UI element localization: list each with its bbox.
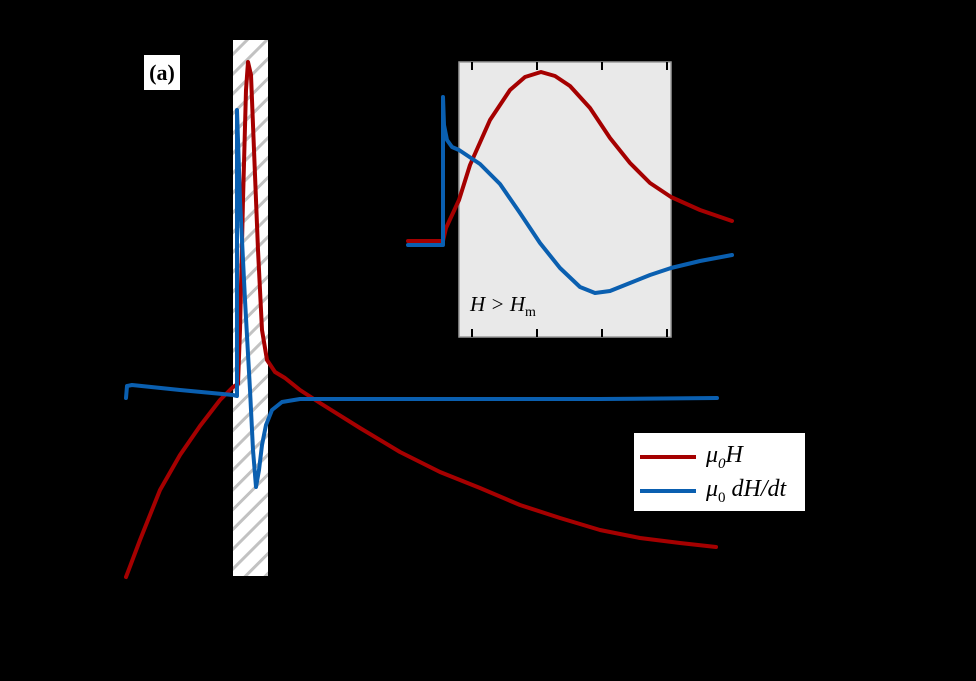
- legend-swatch-red: [640, 455, 696, 459]
- legend-item-h: μ0H: [634, 439, 805, 475]
- legend-item-dhdt: μ0 dH/dt: [634, 473, 805, 509]
- inset-series-mu0-dhdt: [406, 95, 734, 295]
- legend: μ0H μ0 dH/dt: [634, 433, 805, 511]
- series-mu0-dhdt: [124, 108, 719, 489]
- legend-swatch-blue: [640, 489, 696, 493]
- series-mu0-h: [124, 60, 718, 579]
- main-plot-series: [124, 60, 719, 579]
- inset-annotation: H > Hm: [470, 292, 536, 321]
- inset-series-mu0-h: [406, 70, 734, 243]
- inset-plot: [406, 61, 734, 338]
- panel-label: (a): [144, 55, 180, 90]
